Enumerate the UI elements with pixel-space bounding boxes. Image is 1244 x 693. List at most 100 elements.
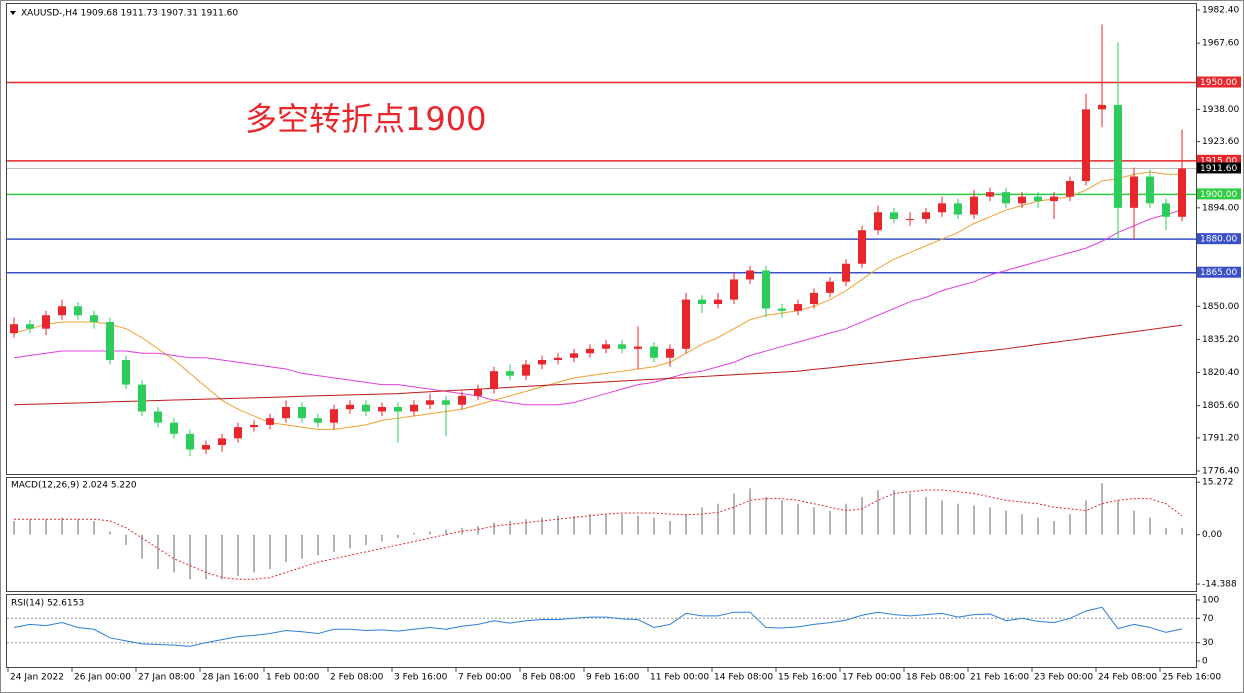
macd-bar [29, 519, 31, 535]
x-tick-label: 3 Feb 16:00 [394, 673, 448, 683]
x-tick-label: 26 Jan 00:00 [74, 673, 131, 683]
macd-bar [1117, 500, 1119, 535]
x-tick-label: 11 Feb 00:00 [650, 673, 709, 683]
candle-body [506, 371, 514, 376]
candle-body [1178, 168, 1186, 217]
macd-bar [157, 534, 159, 569]
candle-body [1114, 104, 1122, 208]
y-tick-label: 1835.20 [1202, 335, 1239, 345]
candle-body [362, 404, 370, 412]
y-tick-label: 15.272 [1202, 478, 1234, 488]
x-tick-label: 1 Feb 00:00 [266, 673, 320, 683]
candle-body [746, 270, 754, 280]
candle-body [538, 360, 546, 365]
candle-body [698, 299, 706, 305]
macd-bar [669, 520, 671, 535]
candle-body [858, 230, 866, 264]
y-tick-label: 1791.20 [1202, 433, 1239, 443]
macd-bar [93, 520, 95, 535]
y-tick-label: 1850.00 [1202, 302, 1239, 312]
macd-bar [541, 517, 543, 535]
macd-bar [557, 515, 559, 535]
candle-body [58, 306, 66, 316]
candle-body [1018, 196, 1026, 204]
candle-body [554, 357, 562, 361]
x-tick-label: 15 Feb 16:00 [778, 673, 837, 683]
rsi-line [13, 606, 1183, 647]
candle-body [266, 418, 274, 425]
macd-label: MACD(12,26,9) 2.024 5.220 [11, 481, 137, 491]
x-tick-label: 17 Feb 00:00 [842, 673, 901, 683]
macd-bar [781, 500, 783, 535]
macd-bar [605, 514, 607, 535]
y-tick-label: -14.388 [1202, 580, 1237, 590]
macd-bar [861, 496, 863, 535]
macd-bar [269, 534, 271, 569]
candle-body [1050, 196, 1058, 202]
candle-body [826, 281, 834, 293]
macd-bar [333, 534, 335, 552]
candle-body [410, 404, 418, 412]
macd-bar [45, 519, 47, 535]
macd-bar [909, 493, 911, 535]
macd-bar [733, 493, 735, 535]
macd-bar [61, 517, 63, 535]
candle-body [298, 406, 306, 419]
candle-body [1034, 196, 1042, 202]
x-tick-label: 8 Feb 08:00 [522, 673, 576, 683]
candle-body [778, 308, 786, 311]
candle-body [1098, 104, 1106, 110]
macd-bar [1149, 517, 1151, 535]
candle-body [954, 203, 962, 215]
candle-body [314, 418, 322, 423]
level-tag-label: 1915.00 [1200, 156, 1237, 166]
x-tick-label: 14 Feb 08:00 [714, 673, 773, 683]
macd-bar [589, 514, 591, 535]
macd-bar [189, 534, 191, 580]
candle-body [890, 212, 898, 220]
candle-body [794, 304, 802, 311]
annotation: 多空转折点1900 [245, 100, 486, 138]
macd-bar [1005, 510, 1007, 535]
macd-bar [349, 534, 351, 549]
x-tick-label: 23 Feb 00:00 [1034, 673, 1093, 683]
macd-bar [653, 517, 655, 535]
macd-bar [1037, 517, 1039, 535]
candle-body [874, 212, 882, 231]
candle-body [986, 192, 994, 197]
level-tag [1197, 76, 1241, 88]
y-tick-label: 1776.40 [1202, 467, 1239, 477]
macd-bar [1069, 514, 1071, 535]
macd-bar [893, 490, 895, 535]
macd-bar [221, 534, 223, 580]
level-tag [1197, 233, 1241, 245]
macd-bar [877, 490, 879, 535]
macd-bar [253, 534, 255, 573]
candle-body [922, 212, 930, 220]
candle-body [842, 263, 850, 282]
level-tag [1197, 154, 1241, 166]
candle-body [714, 299, 722, 305]
candle-body [682, 299, 690, 349]
macd-bar [429, 531, 431, 535]
macd-bar [109, 531, 111, 535]
price-tag-label: 1911.60 [1200, 164, 1237, 174]
candle-body [90, 315, 98, 322]
macd-bar [1165, 527, 1167, 535]
macd-bar [525, 519, 527, 535]
candle-body [970, 196, 978, 215]
candle-body [810, 292, 818, 305]
candle-body [1082, 109, 1090, 181]
x-tick-label: 28 Jan 16:00 [202, 673, 259, 683]
macd-bar [13, 520, 15, 535]
macd-bar [237, 534, 239, 576]
candle-body [378, 406, 386, 412]
macd-bar [941, 500, 943, 535]
macd-bar [1053, 520, 1055, 535]
macd-bar [317, 534, 319, 556]
macd-bar [797, 503, 799, 535]
macd-bar [1085, 500, 1087, 535]
candle-body [250, 424, 258, 428]
candle-body [490, 371, 498, 390]
